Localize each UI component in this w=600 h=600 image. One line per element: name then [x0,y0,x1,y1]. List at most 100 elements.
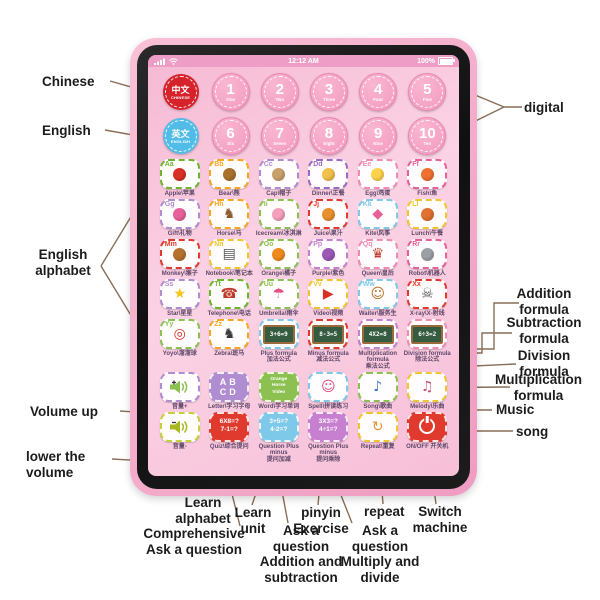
tile-yoyo[interactable]: Yy ◎ [159,319,200,349]
tile-text: 7-1=? [220,426,238,433]
tile-letter[interactable]: AB CD [209,372,250,402]
number-7-button[interactable]: 7 Seven [260,117,299,155]
label-repeat: repeat [364,504,405,519]
tile-monkey[interactable]: Mm [159,239,200,269]
tile-icecream[interactable]: Ii [258,199,299,229]
tile-question-plus-minus[interactable]: 3+5=? 4-2=? [258,412,299,442]
tile-xray[interactable]: Xx ☠ [407,279,448,309]
number-digit: 10 [419,124,436,142]
tile-egg[interactable]: Ee [357,159,398,189]
number-2-button[interactable]: 2 Two [260,73,299,111]
melody-icon: ♫ [420,379,434,395]
tile-star[interactable]: Ss ★ [159,279,200,309]
label-lower-volume: lower the volume [26,449,86,480]
number-digit: 3 [324,80,334,98]
tile-text: Orange [270,376,288,382]
tile-word[interactable]: Orange Horse Video [258,372,299,402]
letter-label: Uu [263,281,274,288]
label-pinyin-exercise: pinyin Exercise [293,505,349,536]
label-digital: digital [524,100,564,115]
volume-up-button[interactable] [159,372,200,402]
tile-quiz[interactable]: 6X8=? 7-1=? [209,412,250,442]
tile-spell-caption: Spell\拼读练习 [308,403,349,410]
waiter-icon: ☺ [370,286,386,302]
tile-orange-caption: Orange\橘子 [261,270,297,277]
tile-purple[interactable]: Pp [308,239,349,269]
tile-queen[interactable]: Qq ♛ [357,239,398,269]
letter-label: Cc [263,161,273,168]
repeat-button[interactable]: ↻ [357,412,398,442]
number-9-button[interactable]: 9 Nine [359,117,398,155]
tile-question-multiply-divide[interactable]: 3X3=? 4÷1=? [308,412,349,442]
number-4-button[interactable]: 4 Four [359,73,398,111]
tile-horse[interactable]: Hh ♞ [209,199,250,229]
tile-quiz-cell: 6X8=? 7-1=? Quiz\综合提问 [205,412,255,463]
tile-song[interactable]: ♪ [357,372,398,402]
tile-kite[interactable]: Kk ◆ [357,199,398,229]
number-3-button[interactable]: 3 Three [309,73,348,111]
number-digit: 5 [423,80,432,98]
tile-melody[interactable]: ♫ [407,372,448,402]
tile-egg-cell: Ee Egg\鸡蛋 [353,159,403,197]
english-button[interactable]: 英文 ENGLISH [162,118,199,154]
number-digit: 4 [373,80,383,98]
tile-umbrella[interactable]: Uu ☂ [258,279,299,309]
tile-video[interactable]: Vv ▶ [308,279,349,309]
tile-horse-cell: Hh ♞ Horse\马 [205,199,255,237]
tile-multiplication-formula[interactable]: 4X2=8 [357,319,398,349]
tile-icecream-caption: Icecream\冰淇淋 [255,230,302,237]
tile-fish-cell: Ff Fish\鱼 [403,159,453,197]
tile-apple-caption: Apple\苹果 [164,190,195,197]
signal-icon [154,58,165,65]
tile-notebook[interactable]: Nn ▤ [209,239,250,269]
tile-waiter[interactable]: Ww ☺ [357,279,398,309]
tile-apple-cell: Aa Apple\苹果 [155,159,205,197]
tile-plus-formula[interactable]: 3+6=9 [258,319,299,349]
zebra-icon: ♞ [222,326,236,342]
number-1-button[interactable]: 1 One [211,73,250,111]
tile-robot[interactable]: Rr [407,239,448,269]
tile-fish[interactable]: Ff [407,159,448,189]
tile-division-formula[interactable]: 6÷3=2 [407,319,448,349]
number-8-button[interactable]: 8 Eight [309,117,348,155]
tile-text: CD [219,387,239,397]
power-button[interactable] [407,412,448,442]
tile-orange[interactable]: Oo [258,239,299,269]
tile-telephone[interactable]: Tt ☎ [209,279,250,309]
tile-apple[interactable]: Aa [159,159,200,189]
music-note-icon: ♪ [373,379,383,395]
tile-zebra[interactable]: Zz ♞ [209,319,250,349]
letter-label: Vv [313,281,322,288]
volume-down-button[interactable] [159,412,200,442]
tile-telephone-cell: Tt ☎ Telephone\电话 [205,279,255,317]
chinese-button[interactable]: 中文 CHINESE [162,74,199,110]
label-english-alphabet: English alphabet [35,247,91,278]
tile-multiplication-formula-cell: 4X2=8 Multiplication formula 乘法公式 [353,319,403,370]
number-5-button[interactable]: 5 Five [408,73,447,111]
number-6-button[interactable]: 6 Six [211,117,250,155]
egg-icon [371,167,385,181]
tile-minus-formula[interactable]: 8-3=5 [308,319,349,349]
tile-icecream-cell: Ii Icecream\冰淇淋 [254,199,304,237]
tile-egg-caption: Egg\鸡蛋 [365,190,391,197]
letter-label: Ww [362,281,375,288]
juice-icon [321,207,335,221]
letter-label: Hh [214,201,224,208]
tile-juice[interactable]: Jj [308,199,349,229]
tile-spell[interactable]: ☺ [308,372,349,402]
tile-lunch[interactable]: Ll [407,199,448,229]
tile-cap[interactable]: Cc [258,159,299,189]
tile-fish-caption: Fish\鱼 [417,190,438,197]
tile-dinner[interactable]: Dd [308,159,349,189]
power-button-cell: ON/OFF 开关机 [403,412,453,463]
letter-label: Jj [313,201,320,208]
number-digit: 8 [324,124,334,142]
tile-gift[interactable]: Gg [159,199,200,229]
tile-bear[interactable]: Bb [209,159,250,189]
label-ask-addition: Ask a question Addition and subtraction [259,523,343,585]
tile-division-formula-caption: Division formula 除法公式 [403,350,451,364]
number-digit: 2 [275,80,284,98]
tile-notebook-cell: Nn ▤ Notebook\笔记本 [205,239,255,277]
tile-melody-caption: Melody\乐曲 [410,403,445,410]
number-10-button[interactable]: 10 Ten [408,117,447,155]
